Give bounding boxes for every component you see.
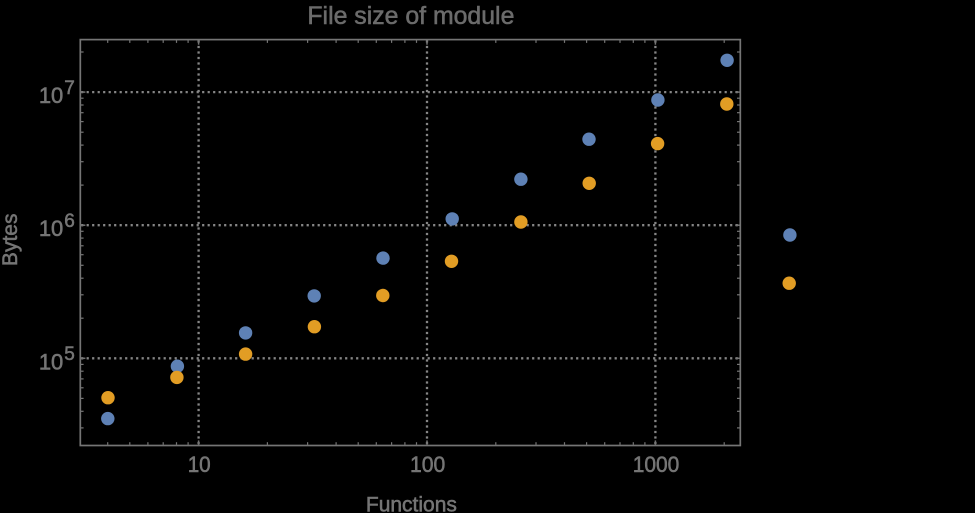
svg-text:10: 10 (39, 216, 63, 241)
svg-text:10: 10 (188, 452, 211, 477)
svg-text:Bytes: Bytes (0, 214, 22, 267)
svg-text:5: 5 (64, 344, 75, 365)
svg-text:6: 6 (64, 211, 75, 232)
svg-text:10: 10 (39, 83, 63, 108)
svg-text:10: 10 (39, 349, 63, 374)
svg-text:Functions: Functions (366, 494, 457, 513)
svg-text:File size of module: File size of module (307, 2, 514, 30)
svg-text:1000: 1000 (633, 452, 680, 477)
svg-text:100: 100 (410, 452, 445, 477)
svg-text:7: 7 (64, 78, 75, 99)
